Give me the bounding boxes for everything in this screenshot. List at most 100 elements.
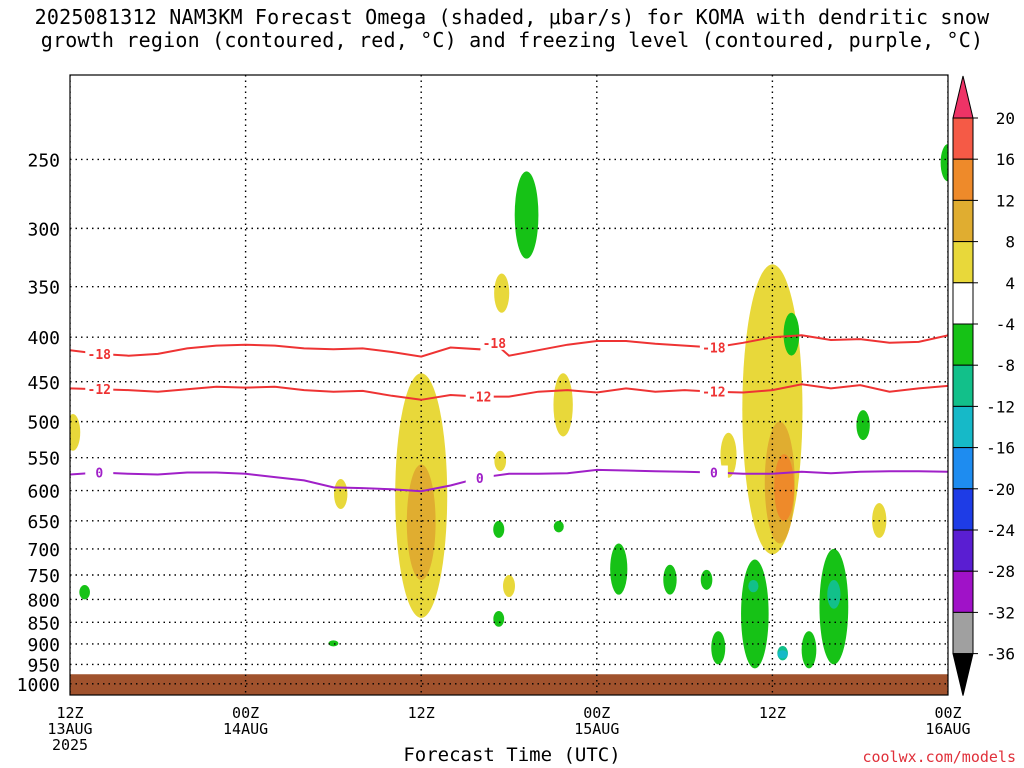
omega-region-5 (494, 450, 507, 472)
y-tick-label-750: 750 (27, 566, 60, 587)
colorbar-box-13 (952, 611, 974, 655)
colorbar-box-12 (952, 570, 974, 613)
omega-region-22 (610, 543, 628, 595)
plot-area: -18 -18 -18 -12 -12 -12 0 0 0 (70, 75, 948, 695)
omega-region-16 (553, 520, 564, 533)
colorbar-label-12: -32 (986, 603, 1015, 622)
colorbar-label-13: -36 (986, 645, 1015, 664)
omega-region-13 (514, 171, 539, 259)
omega-region-30 (777, 650, 788, 659)
x-tick-label-4-0: 12Z (759, 704, 786, 722)
y-tick-label-900: 900 (27, 635, 60, 656)
x-tick-label-0-2: 2025 (52, 736, 88, 754)
y-tick-label-650: 650 (27, 512, 60, 533)
y-tick-label-250: 250 (27, 150, 60, 171)
y-tick-label-800: 800 (27, 590, 60, 611)
contour-label--12-2: -12 (702, 386, 725, 401)
plot-frame (69, 74, 949, 696)
omega-region-1 (334, 479, 348, 510)
x-tick-label-1-0: 00Z (232, 704, 259, 722)
x-tick-label-0-0: 12Z (56, 704, 83, 722)
omega-region-3 (406, 464, 436, 581)
y-tick-label-850: 850 (27, 613, 60, 634)
colorbar-label-0: 20 (996, 109, 1015, 128)
colorbar-box-11 (952, 529, 974, 572)
y-tick-label-550: 550 (27, 449, 60, 470)
contour-label--12-1: -12 (468, 391, 491, 406)
contour-label--18-1: -18 (483, 337, 507, 352)
colorbar-box-9 (952, 447, 974, 490)
colorbar-box-5 (952, 282, 974, 325)
colorbar-label-2: 12 (996, 191, 1015, 210)
chart-title: 2025081312 NAM3KM Forecast Omega (shaded… (0, 6, 1024, 52)
colorbar-label-10: -24 (986, 521, 1015, 540)
y-tick-label-700: 700 (27, 540, 60, 561)
y-tick-label-300: 300 (27, 219, 60, 240)
colorbar-top-arrow (952, 75, 974, 119)
omega-region-23 (663, 564, 677, 595)
omega-region-26 (741, 559, 769, 669)
contour-label-0-1: 0 (476, 472, 484, 487)
omega-region-27 (801, 631, 817, 669)
colorbar-label-4: 4 (1005, 274, 1015, 293)
colorbar-label-9: -20 (986, 480, 1015, 499)
credit-link[interactable]: coolwx.com/models (862, 748, 1016, 766)
x-tick-label-2-0: 12Z (408, 704, 435, 722)
x-tick-label-5-1: 16AUG (925, 720, 970, 738)
omega-region-31 (827, 580, 841, 609)
terrain (70, 674, 948, 695)
omega-region-0 (70, 413, 81, 451)
colorbar-box-8 (952, 405, 974, 449)
colorbar-box-7 (952, 364, 974, 407)
omega-region-7 (553, 373, 573, 437)
contour-0 (70, 468, 948, 493)
y-tick-label-1000: 1000 (17, 675, 60, 696)
colorbar-box-3 (952, 199, 974, 243)
y-tick-label-350: 350 (27, 278, 60, 299)
colorbar-bottom-arrow (952, 653, 974, 696)
omega-region-4 (494, 273, 510, 313)
x-tick-label-3-1: 15AUG (574, 720, 619, 738)
contour-label-0-2: 0 (710, 467, 718, 482)
colorbar-label-7: -12 (986, 397, 1015, 416)
contour-label--18-0: -18 (88, 348, 112, 363)
omega-region-21 (940, 143, 948, 182)
colorbar-label-3: 8 (1005, 233, 1015, 252)
title-line-1: 2025081312 NAM3KM Forecast Omega (shaded… (34, 5, 990, 29)
colorbar-box-2 (952, 158, 974, 201)
contour-label--12-0: -12 (88, 383, 111, 398)
contour-label-0-0: 0 (95, 467, 103, 482)
contour-label--18-2: -18 (702, 341, 726, 356)
colorbar-label-11: -28 (986, 562, 1015, 581)
omega-region-32 (748, 580, 759, 593)
colorbar-label-5: -4 (996, 315, 1015, 334)
colorbar-box-6 (952, 323, 974, 366)
omega-region-14 (493, 520, 505, 538)
omega-region-19 (783, 312, 800, 356)
x-tick-label-0-1: 13AUG (47, 720, 92, 738)
y-tick-label-600: 600 (27, 482, 60, 503)
y-tick-label-400: 400 (27, 328, 60, 349)
omega-region-15 (493, 611, 505, 627)
colorbar-label-1: 16 (996, 150, 1015, 169)
colorbar-label-6: -8 (996, 356, 1015, 375)
omega-region-11 (774, 454, 795, 521)
x-axis-title: Forecast Time (UTC) (403, 744, 621, 766)
y-tick-label-450: 450 (27, 373, 60, 394)
title-line-2: growth region (contoured, red, °C) and f… (40, 28, 984, 52)
contour--12 (70, 383, 948, 401)
y-tick-label-500: 500 (27, 413, 60, 434)
colorbar-box-4 (952, 241, 974, 284)
colorbar-box-10 (952, 488, 974, 531)
colorbar-label-8: -16 (986, 439, 1015, 458)
omega-region-6 (503, 574, 515, 598)
omega-region-20 (856, 410, 870, 441)
colorbar-box-1 (952, 117, 974, 160)
omega-region-24 (700, 569, 713, 590)
omega-region-18 (328, 640, 339, 647)
omega-region-17 (79, 584, 90, 600)
x-tick-label-1-1: 14AUG (223, 720, 268, 738)
omega-region-25 (711, 631, 726, 665)
x-tick-label-3-0: 00Z (583, 704, 610, 722)
